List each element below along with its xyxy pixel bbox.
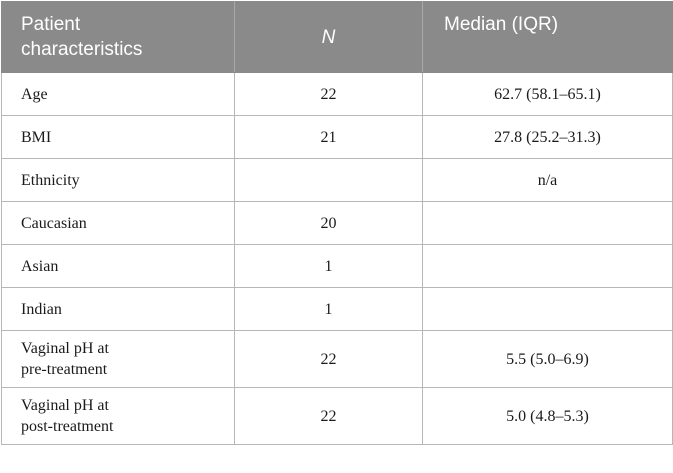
- patient-characteristics-table: Patient characteristics N Median (IQR) A…: [1, 1, 673, 445]
- table-row: Ethnicity n/a: [1, 158, 673, 202]
- row-n: 1: [234, 287, 423, 331]
- row-n: [234, 158, 423, 202]
- row-label-line-2: post-treatment: [21, 418, 114, 435]
- column-header-characteristics: Patient characteristics: [1, 1, 235, 73]
- header-line-1: Patient: [21, 14, 81, 35]
- row-median: [422, 244, 673, 288]
- row-median: 27.8 (25.2–31.3): [422, 115, 673, 159]
- row-median: n/a: [422, 158, 673, 202]
- row-label: Ethnicity: [1, 158, 235, 202]
- row-label: Caucasian: [1, 201, 235, 245]
- row-median: 5.0 (4.8–5.3): [422, 387, 673, 445]
- table-row: Indian 1: [1, 287, 673, 331]
- row-n: 20: [234, 201, 423, 245]
- table-row: BMI 21 27.8 (25.2–31.3): [1, 115, 673, 159]
- row-n: 22: [234, 330, 423, 388]
- row-label: Vaginal pH at pre-treatment: [1, 330, 235, 388]
- row-label-line-1: Vaginal pH at: [21, 340, 109, 357]
- row-n: 22: [234, 387, 423, 445]
- row-label-line-1: Vaginal pH at: [21, 397, 109, 414]
- row-n: 21: [234, 115, 423, 159]
- row-median: 5.5 (5.0–6.9): [422, 330, 673, 388]
- table-row: Vaginal pH at post-treatment 22 5.0 (4.8…: [1, 387, 673, 445]
- row-median: [422, 287, 673, 331]
- table-row: Caucasian 20: [1, 201, 673, 245]
- row-label: Age: [1, 72, 235, 116]
- header-line-2: characteristics: [21, 39, 143, 60]
- row-label: Indian: [1, 287, 235, 331]
- column-header-median: Median (IQR): [422, 1, 673, 73]
- row-label: Asian: [1, 244, 235, 288]
- row-label: Vaginal pH at post-treatment: [1, 387, 235, 445]
- table-row: Vaginal pH at pre-treatment 22 5.5 (5.0–…: [1, 330, 673, 388]
- table-header-row: Patient characteristics N Median (IQR): [1, 1, 673, 73]
- table-row: Asian 1: [1, 244, 673, 288]
- table-row: Age 22 62.7 (58.1–65.1): [1, 72, 673, 116]
- row-label-line-2: pre-treatment: [21, 361, 108, 378]
- row-median: [422, 201, 673, 245]
- row-n: 1: [234, 244, 423, 288]
- row-label: BMI: [1, 115, 235, 159]
- row-n: 22: [234, 72, 423, 116]
- row-median: 62.7 (58.1–65.1): [422, 72, 673, 116]
- column-header-n: N: [234, 1, 423, 73]
